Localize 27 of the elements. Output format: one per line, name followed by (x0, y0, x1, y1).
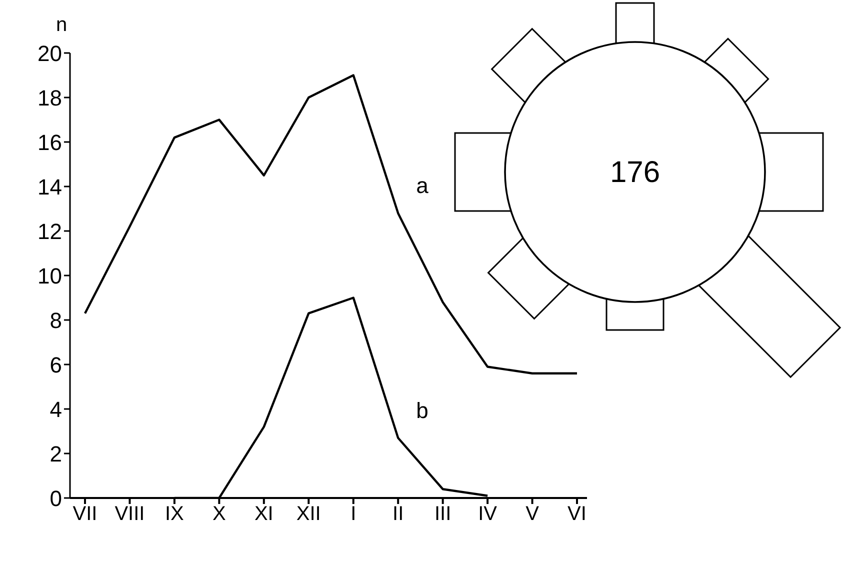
x-tick-label: XII (296, 503, 321, 526)
x-tick-label: IV (478, 503, 498, 526)
y-tick-label: 0 (50, 486, 62, 511)
y-axis-title: n (56, 14, 68, 37)
x-tick-label: III (434, 503, 452, 526)
x-tick-label: VII (72, 503, 98, 526)
y-tick-label: 10 (38, 263, 62, 288)
series-label: a (416, 173, 430, 198)
x-tick-label: V (526, 503, 540, 526)
y-tick-label: 14 (38, 174, 62, 200)
y-tick-label: 20 (38, 40, 62, 66)
y-tick-label: 2 (50, 441, 62, 466)
x-tick-label: VIII (114, 503, 145, 526)
x-tick-label: XI (254, 503, 274, 526)
y-tick-label: 8 (50, 308, 62, 333)
x-tick-label: II (392, 503, 404, 526)
x-tick-label: I (350, 503, 356, 526)
y-tick-label: 18 (38, 85, 62, 110)
x-tick-label: X (212, 503, 226, 526)
x-tick-label: VI (568, 503, 586, 526)
y-tick-label: 12 (38, 218, 62, 244)
x-tick-label: IX (165, 503, 184, 526)
y-tick-label: 16 (38, 130, 62, 155)
text: 176 (610, 156, 660, 189)
series-label: b (416, 398, 428, 423)
y-tick-label: 6 (50, 352, 62, 378)
y-tick-label: 4 (50, 396, 62, 422)
